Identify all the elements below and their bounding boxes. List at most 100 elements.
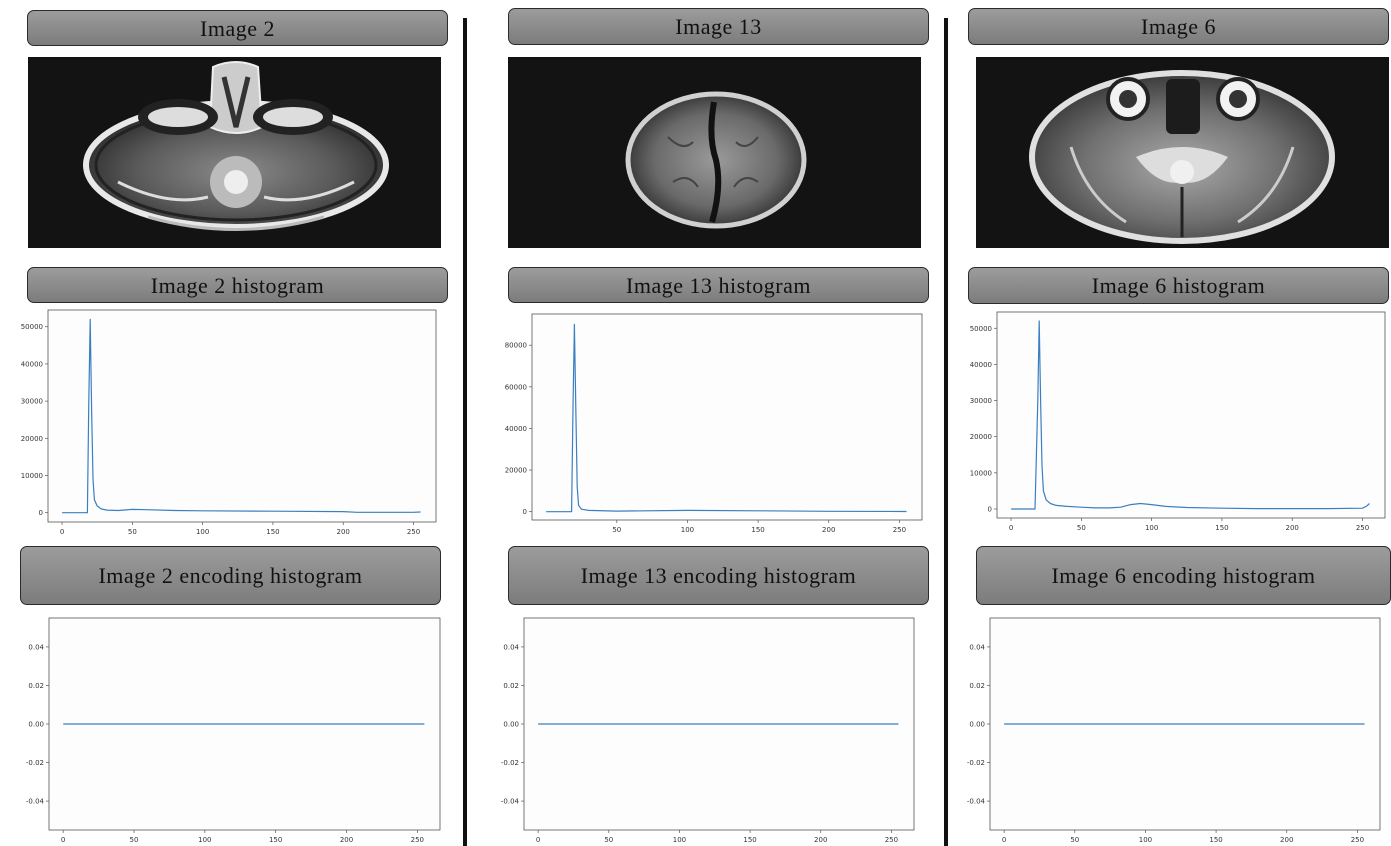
chart-svg: 0 50 100 150 200 250 0 10000 20000 30000 40000 5000… xyxy=(21,309,437,536)
y-tick-label: 0 xyxy=(523,508,527,516)
x-tick-label: 50 xyxy=(130,836,139,844)
y-tick-label: 0.00 xyxy=(969,721,985,729)
chart-svg: 0 50 100 150 200 250 -0.04 -0.02 0.00 0.02 0.04 xyxy=(967,617,1381,844)
y-tick-label: 0.02 xyxy=(503,682,519,690)
x-tick-label: 250 xyxy=(893,526,906,534)
mri-scan-image xyxy=(976,57,1389,248)
y-tick-label: -0.02 xyxy=(501,759,519,767)
x-tick-label: 100 xyxy=(681,526,694,534)
column-divider xyxy=(944,18,948,846)
y-tick-label: 40000 xyxy=(970,361,992,369)
panel-title: Image 2 xyxy=(27,10,448,46)
x-tick-label: 50 xyxy=(1070,836,1079,844)
y-tick-label: 0.00 xyxy=(28,721,44,729)
chart-svg: 0 50 100 150 200 250 -0.04 -0.02 0.00 0.02 0.04 xyxy=(501,617,915,844)
y-tick-label: 0.02 xyxy=(28,682,44,690)
y-tick-label: 0.04 xyxy=(28,643,44,651)
histogram-title: Image 6 histogram xyxy=(968,267,1389,304)
x-tick-label: 150 xyxy=(751,526,764,534)
y-tick-label: 20000 xyxy=(505,467,527,475)
x-tick-label: 250 xyxy=(407,528,420,536)
histogram-line xyxy=(62,318,421,514)
y-tick-label: 20000 xyxy=(21,435,43,443)
y-tick-label: 30000 xyxy=(21,398,43,406)
intensity-histogram-chart: 50 100 150 200 250 0 20000 40000 60000 80000 xyxy=(478,306,928,544)
panel-title: Image 6 xyxy=(968,8,1389,45)
encoding-histogram-title: Image 2 encoding histogram xyxy=(20,546,441,605)
chart-svg: 0 50 100 150 200 250 0 10000 20000 30000 40000 5000… xyxy=(970,311,1386,532)
encoding-histogram-title: Image 13 encoding histogram xyxy=(508,546,929,605)
plot-frame xyxy=(47,309,437,523)
y-tick-label: 0.00 xyxy=(503,721,519,729)
x-tick-label: 50 xyxy=(128,528,137,536)
x-tick-label: 0 xyxy=(1009,524,1013,532)
x-tick-label: 200 xyxy=(1286,524,1299,532)
intensity-histogram-chart: 0 50 100 150 200 250 0 10000 20000 30000 40000 5000… xyxy=(950,306,1391,544)
x-tick-label: 100 xyxy=(196,528,209,536)
y-tick-label: 60000 xyxy=(505,383,527,391)
histogram-title: Image 13 histogram xyxy=(508,267,929,303)
y-tick-label: 30000 xyxy=(970,397,992,405)
column-image-13: Image 13 Image 13 histogram 50 100 150 200 2… xyxy=(478,0,938,846)
x-tick-label: 50 xyxy=(1077,524,1086,532)
column-image-6: Image 6 Image 6 histogram 0 50 10 xyxy=(950,0,1391,846)
column-divider xyxy=(463,18,467,846)
x-tick-label: 0 xyxy=(536,836,540,844)
x-tick-label: 250 xyxy=(411,836,424,844)
x-tick-label: 150 xyxy=(266,528,279,536)
y-tick-label: -0.04 xyxy=(967,798,986,806)
y-tick-label: -0.04 xyxy=(501,798,520,806)
intensity-histogram-chart: 0 50 100 150 200 250 0 10000 20000 30000 40000 5000… xyxy=(0,306,445,544)
y-tick-label: 20000 xyxy=(970,433,992,441)
x-tick-label: 150 xyxy=(1215,524,1228,532)
histogram-line xyxy=(546,323,907,513)
encoding-histogram-title: Image 6 encoding histogram xyxy=(976,546,1391,605)
mri-scan-image xyxy=(508,57,921,248)
x-tick-label: 150 xyxy=(1209,836,1222,844)
y-tick-label: 10000 xyxy=(21,472,43,480)
encoding-histogram-chart: 0 50 100 150 200 250 -0.04 -0.02 0.00 0.02 0.04 xyxy=(478,612,928,846)
y-tick-label: -0.02 xyxy=(26,759,44,767)
x-tick-label: 200 xyxy=(822,526,835,534)
chart-svg: 50 100 150 200 250 0 20000 40000 60000 80000 xyxy=(505,313,923,534)
y-tick-label: 0 xyxy=(39,509,43,517)
y-tick-label: 10000 xyxy=(970,469,992,477)
x-tick-label: 50 xyxy=(612,526,621,534)
x-tick-label: 0 xyxy=(61,836,65,844)
x-tick-label: 200 xyxy=(814,836,827,844)
x-tick-label: 200 xyxy=(1280,836,1293,844)
encoding-histogram-chart: 0 50 100 150 200 250 -0.04 -0.02 0.00 0.02 0.04 xyxy=(950,612,1391,846)
x-tick-label: 150 xyxy=(743,836,756,844)
x-tick-label: 100 xyxy=(673,836,686,844)
x-tick-label: 250 xyxy=(1351,836,1364,844)
x-tick-label: 200 xyxy=(337,528,350,536)
y-tick-label: 0.04 xyxy=(503,643,519,651)
x-tick-label: 100 xyxy=(1139,836,1152,844)
histogram-title: Image 2 histogram xyxy=(27,267,448,303)
x-tick-label: 0 xyxy=(1002,836,1006,844)
chart-svg: 0 50 100 150 200 250 -0.04 -0.02 0.00 0.02 0.04 xyxy=(26,617,441,844)
x-tick-label: 50 xyxy=(604,836,613,844)
x-tick-label: 250 xyxy=(1356,524,1369,532)
y-tick-label: -0.02 xyxy=(967,759,985,767)
x-tick-label: 100 xyxy=(1145,524,1158,532)
y-tick-label: 80000 xyxy=(505,342,527,350)
x-tick-label: 100 xyxy=(198,836,211,844)
y-tick-label: 0.02 xyxy=(969,682,985,690)
column-image-2: Image 2 Image 2 his xyxy=(0,0,460,846)
y-tick-label: 0 xyxy=(988,505,992,513)
histogram-line xyxy=(1011,320,1370,510)
mri-scan-image xyxy=(28,57,441,248)
y-tick-label: 40000 xyxy=(21,360,43,368)
x-tick-label: 250 xyxy=(885,836,898,844)
y-tick-label: 50000 xyxy=(21,323,43,331)
plot-frame xyxy=(531,313,923,521)
y-tick-label: 40000 xyxy=(505,425,527,433)
y-tick-label: 0.04 xyxy=(969,643,985,651)
plot-frame xyxy=(996,311,1386,519)
x-tick-label: 200 xyxy=(340,836,353,844)
x-tick-label: 0 xyxy=(60,528,64,536)
y-tick-label: -0.04 xyxy=(26,798,45,806)
encoding-histogram-chart: 0 50 100 150 200 250 -0.04 -0.02 0.00 0.02 0.04 xyxy=(0,612,450,846)
x-tick-label: 150 xyxy=(269,836,282,844)
